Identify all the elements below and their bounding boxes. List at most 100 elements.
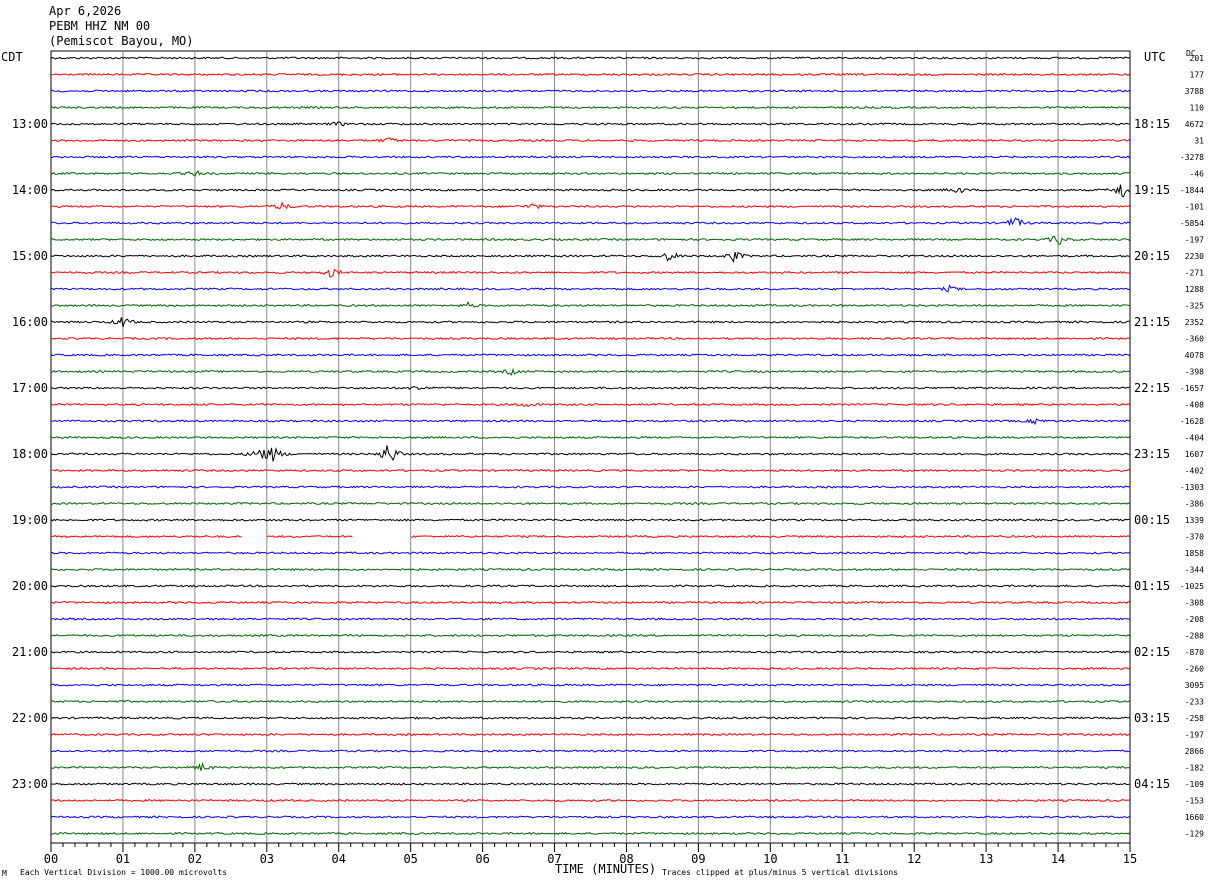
trace-line [50,284,1130,293]
trace-line [50,137,1130,143]
trace-line [50,317,1130,328]
x-tick-label: 03 [260,852,274,866]
dc-offset-label: 3095 [1185,681,1204,690]
left-hour-label: 18:00 [12,447,48,461]
plot-frame [50,50,1131,844]
trace-line [50,815,1130,819]
trace-line [50,600,1130,605]
dc-offset-label: -344 [1185,566,1204,575]
right-hour-label: 22:15 [1134,381,1170,395]
x-tick-label: 11 [835,852,849,866]
trace-line [50,445,1130,462]
dc-offset-label: -1025 [1180,582,1204,591]
dc-offset-label: -258 [1185,714,1204,723]
dc-offset-label: -1303 [1180,483,1204,492]
trace-line [50,268,1130,278]
dc-offset-label: 2352 [1185,318,1204,327]
trace-line [50,184,1130,198]
x-axis-title: TIME (MINUTES) [555,862,657,876]
trace-line [50,367,1130,376]
trace-line [51,650,1130,654]
x-tick-label: 01 [116,852,130,866]
trace-line [51,831,1130,836]
right-hour-label: 01:15 [1134,579,1170,593]
trace-line [50,418,1130,426]
trace-line [50,72,1130,77]
trace-line [50,567,1130,572]
x-tick-label: 05 [403,852,417,866]
dc-offset-label: -398 [1185,368,1204,377]
dc-offset-label: -129 [1185,830,1204,839]
dc-offset-label: -233 [1185,698,1204,707]
left-hour-label: 17:00 [12,381,48,395]
right-hour-label: 04:15 [1134,777,1170,791]
dc-offset-label: -3278 [1180,153,1204,162]
trace-line [50,155,1130,159]
left-hour-label: 15:00 [12,249,48,263]
dc-offset-label: 1288 [1185,285,1204,294]
dc-offset-label: 1607 [1185,450,1204,459]
right-timezone-label: UTC [1144,50,1166,64]
trace-line [50,402,1130,408]
trace-line [50,501,1130,506]
x-tick-label: 10 [763,852,777,866]
x-tick-label: 06 [475,852,489,866]
right-hour-label: 18:15 [1134,117,1170,131]
dc-offset-label: -288 [1185,632,1204,641]
dc-offset-label: -182 [1185,764,1204,773]
dc-offset-label: -1657 [1180,384,1204,393]
trace-line [51,534,1130,539]
x-tick-label: 09 [691,852,705,866]
dc-offset-label: 1660 [1185,813,1204,822]
trace-line [50,518,1130,522]
dc-offset-label: 110 [1190,104,1205,113]
dc-offset-label: 1858 [1185,549,1204,558]
corner-mark: M [2,869,7,878]
dc-offset-label: 201 [1190,54,1205,63]
trace-line [51,336,1130,341]
right-hour-label: 19:15 [1134,183,1170,197]
dc-offset-label: -360 [1185,335,1204,344]
trace-line [50,235,1130,245]
trace-line [50,798,1130,803]
x-tick-label: 00 [44,852,58,866]
trace-line [50,251,1130,263]
left-hour-label: 16:00 [12,315,48,329]
trace-line [50,716,1130,720]
dc-offset-label: -101 [1185,203,1204,212]
left-hour-label: 13:00 [12,117,48,131]
left-timezone-label: CDT [1,50,23,64]
trace-line [50,435,1130,440]
dc-offset-label: 1339 [1185,516,1204,525]
trace-line [50,732,1130,737]
x-tick-label: 04 [332,852,346,866]
clip-note: Traces clipped at plus/minus 5 vertical … [662,868,899,877]
dc-offset-label: 3788 [1185,87,1204,96]
right-hour-label: 03:15 [1134,711,1170,725]
dc-offset-label: -1628 [1180,417,1204,426]
trace-line [50,217,1130,227]
trace-line [50,89,1130,93]
trace-line [50,105,1130,110]
trace-line [50,485,1130,489]
dc-offset-label: -370 [1185,533,1204,542]
x-tick-label: 07 [547,852,561,866]
dc-offset-label: -197 [1185,731,1204,740]
dc-offset-label: -271 [1185,269,1204,278]
left-hour-label: 20:00 [12,579,48,593]
dc-offset-label: -5854 [1180,219,1204,228]
right-hour-label: 00:15 [1134,513,1170,527]
trace-line [50,683,1130,687]
x-tick-label: 13 [979,852,993,866]
x-tick-label: 08 [619,852,633,866]
grid-lines [50,50,1131,844]
dc-offset-label: -1844 [1180,186,1204,195]
right-hour-label: 20:15 [1134,249,1170,263]
dc-offset-label: 31 [1194,137,1204,146]
dc-offset-label: 2230 [1185,252,1204,261]
dc-offset-label: 2866 [1185,747,1204,756]
left-hour-label: 23:00 [12,777,48,791]
x-tick-label: 14 [1051,852,1065,866]
dc-offset-label: -404 [1185,434,1204,443]
plot-date: Apr 6,2026 [49,4,122,18]
